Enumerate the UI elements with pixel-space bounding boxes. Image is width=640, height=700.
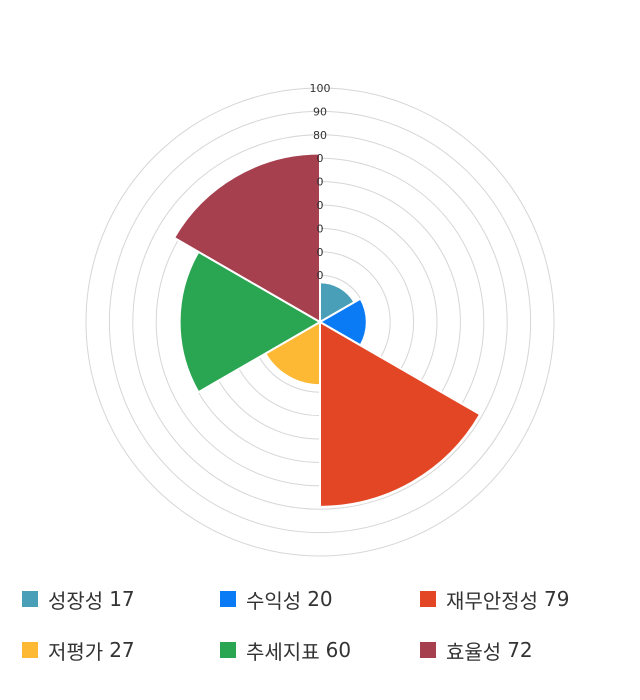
tick-label: 0: [317, 246, 324, 259]
tick-label: 0: [317, 152, 324, 165]
legend-value-financial-stability: 79: [544, 587, 570, 611]
legend-label-efficiency: 효율성: [446, 639, 502, 664]
tick-label: 100: [310, 82, 331, 95]
legend-value-efficiency: 72: [507, 638, 533, 662]
legend-item-financial-stability[interactable]: 재무안정성 79: [420, 585, 569, 613]
legend-value-trend-indicator: 60: [325, 638, 352, 662]
legend-swatch-growth: [22, 591, 38, 607]
slice-undervaluation[interactable]: [264, 321, 321, 387]
grid-ring-90: [108, 110, 532, 534]
legend-label-financial-stability: 재무안정성: [446, 588, 538, 613]
legend-label-profitability: 수익성: [246, 588, 302, 613]
legend-item-efficiency[interactable]: 효율성 72: [420, 636, 533, 664]
slice-financial-stability[interactable]: [319, 321, 482, 508]
legend-label-trend-indicator: 추세지표: [246, 639, 320, 664]
tick-label: 0: [317, 176, 324, 189]
legend-item-profitability[interactable]: 수익성 20: [220, 585, 333, 613]
legend-swatch-trend-indicator: [220, 642, 236, 658]
slice-trend-indicator[interactable]: [178, 250, 321, 394]
legend-value-profitability: 20: [307, 587, 333, 611]
legend-item-growth[interactable]: 성장성 17: [22, 585, 135, 613]
tick-label: 90: [313, 105, 327, 118]
legend-swatch-efficiency: [420, 642, 436, 658]
legend-label-undervaluation: 저평가: [48, 639, 104, 664]
grid-ring-80: [132, 134, 508, 510]
legend-value-growth: 17: [109, 587, 135, 611]
legend-swatch-financial-stability: [420, 591, 436, 607]
legend-item-trend-indicator[interactable]: 추세지표 60: [220, 636, 351, 664]
legend-swatch-undervaluation: [22, 642, 38, 658]
tick-label: 0: [317, 199, 324, 212]
tick-label: 0: [317, 222, 324, 235]
tick-label: 0: [317, 269, 324, 282]
grid-ring-100: [85, 87, 555, 557]
tick-label: 80: [313, 129, 327, 142]
polar-area-chart: 100 90 80 0 0 0 0 0 0: [85, 82, 555, 557]
slice-group: [173, 152, 482, 508]
legend-label-growth: 성장성: [48, 588, 104, 613]
tick-labels: 100 90 80 0 0 0 0 0 0: [310, 82, 331, 282]
slice-efficiency[interactable]: [173, 152, 321, 323]
legend-swatch-profitability: [220, 591, 236, 607]
legend-item-undervaluation[interactable]: 저평가 27: [22, 636, 135, 664]
legend-value-undervaluation: 27: [109, 638, 135, 662]
